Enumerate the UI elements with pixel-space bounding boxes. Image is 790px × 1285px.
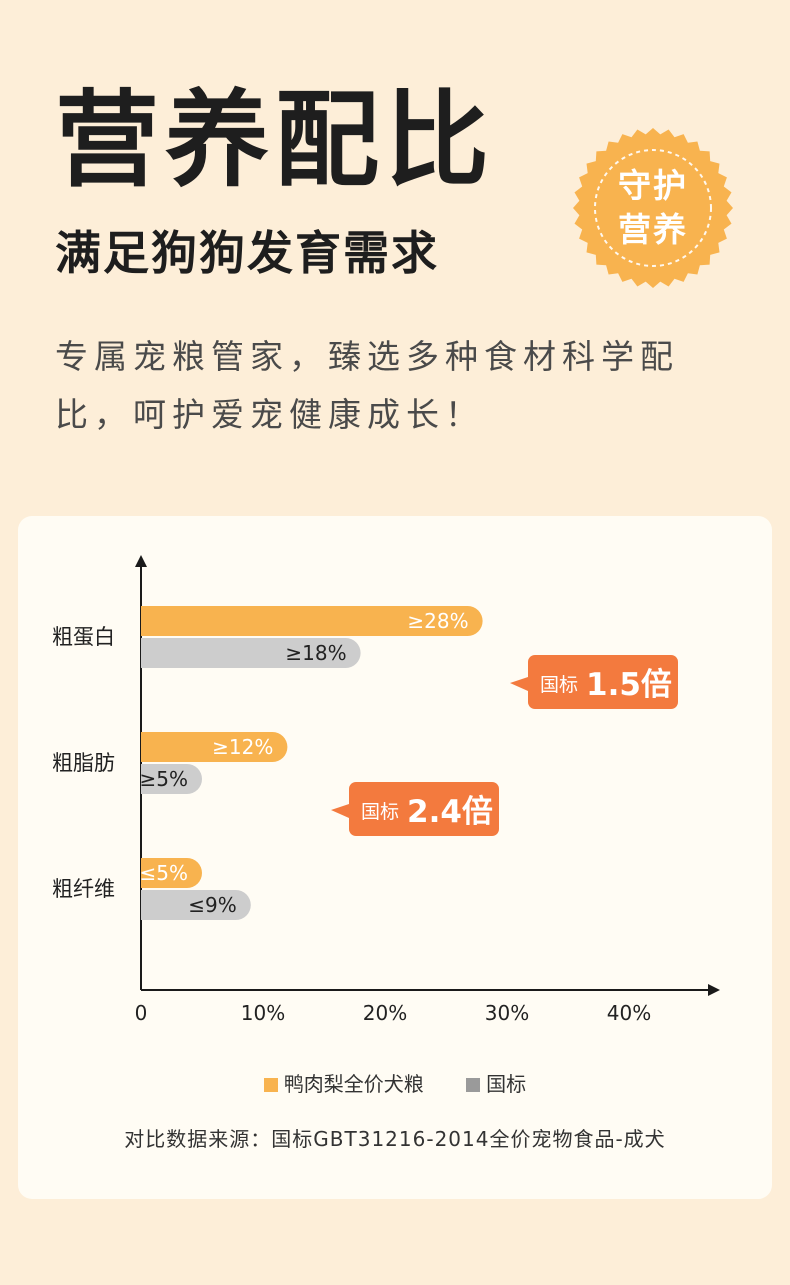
callout-pointer-icon: [331, 804, 349, 818]
x-tick-label: 30%: [485, 1001, 529, 1025]
chart-legend: 鸭肉梨全价犬粮 国标: [0, 1068, 790, 1097]
badge-line-1: 守护: [618, 166, 688, 205]
callout-value: 1.5倍: [586, 667, 672, 703]
bar-product: [141, 606, 483, 636]
x-tick-label: 20%: [363, 1001, 407, 1025]
bar-standard: [141, 890, 251, 920]
legend-label-product: 鸭肉梨全价犬粮: [283, 1072, 424, 1096]
bar-product: [141, 732, 288, 762]
legend-swatch-standard: [466, 1078, 481, 1092]
callout-prefix: 国标: [361, 801, 399, 823]
x-tick-label: 40%: [607, 1001, 651, 1025]
callout-box: [349, 782, 499, 836]
x-tick-label: 10%: [241, 1001, 285, 1025]
badge-seal-icon: [573, 128, 733, 288]
category-label: 粗纤维: [52, 877, 115, 901]
legend-item-product: 鸭肉梨全价犬粮: [263, 1068, 424, 1097]
legend-swatch-product: [263, 1078, 278, 1092]
x-axis-arrow-icon: [708, 984, 720, 996]
multiplier-callout: 国标 2.4倍: [331, 782, 499, 836]
bar-standard: [141, 638, 361, 668]
callout-value: 2.4倍: [407, 794, 493, 830]
data-source-note: 对比数据来源：国标GBT31216-2014全价宠物食品-成犬: [124, 1127, 666, 1151]
callout-box: [528, 655, 678, 709]
callout-prefix: 国标: [540, 674, 578, 696]
description: 专属宠粮管家，臻选多种食材科学配比，呵护爱宠健康成长！: [55, 337, 679, 434]
bar-label-standard: ≥18%: [285, 641, 346, 665]
bar-label-product: ≥28%: [407, 609, 468, 633]
callout-pointer-icon: [510, 677, 528, 691]
bar-label-product: ≥12%: [212, 735, 273, 759]
y-axis-arrow-icon: [135, 555, 147, 567]
category-label: 粗蛋白: [52, 625, 115, 649]
page-title: 营养配比: [55, 79, 496, 201]
legend-label-standard: 国标: [486, 1072, 527, 1096]
bar-label-product: ≤5%: [140, 861, 189, 885]
multiplier-callout: 国标 1.5倍: [510, 655, 678, 709]
bar-standard: [141, 764, 202, 794]
bar-product: [141, 858, 202, 888]
page-subtitle: 满足狗狗发育需求: [55, 226, 439, 280]
bar-label-standard: ≤9%: [188, 893, 237, 917]
badge-line-2: 营养: [618, 210, 688, 249]
legend-item-standard: 国标: [466, 1068, 526, 1097]
guard-nutrition-badge: 守护 营养: [573, 128, 733, 288]
bar-label-standard: ≥5%: [140, 767, 189, 791]
category-label: 粗脂肪: [52, 751, 115, 775]
x-tick-label: 0: [135, 1001, 148, 1025]
